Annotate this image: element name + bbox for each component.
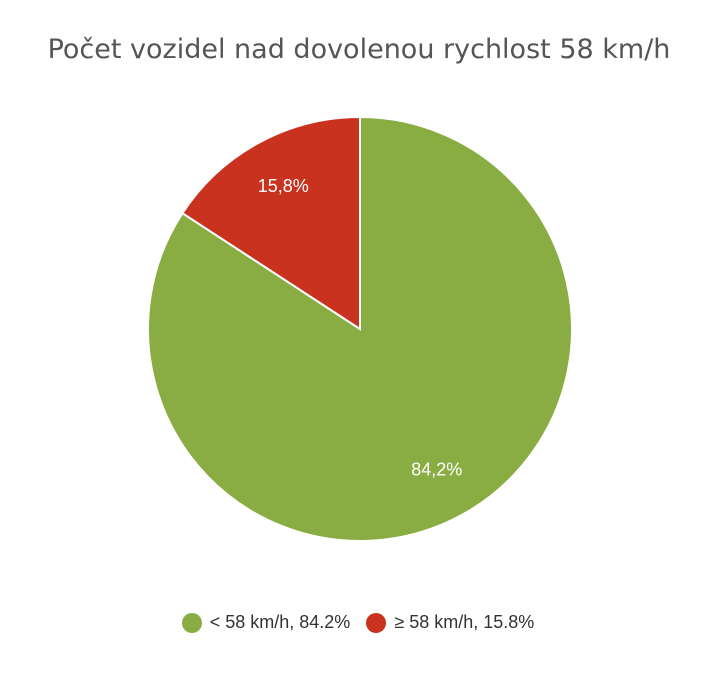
pie-slice: [181, 115, 361, 331]
slice-label: 84,2%: [411, 459, 462, 479]
legend-label: ≥ 58 km/h, 15.8%: [394, 612, 535, 632]
chart: Počet vozidel nad dovolenou rychlost 58 …: [48, 34, 671, 542]
chart-title: Počet vozidel nad dovolenou rychlost 58 …: [48, 34, 671, 65]
slice-label: 15,8%: [258, 176, 309, 196]
legend-label: < 58 km/h, 84.2%: [209, 612, 351, 632]
legend-item[interactable]: ≥ 58 km/h, 15.8%: [366, 612, 534, 633]
legend-item[interactable]: < 58 km/h, 84.2%: [181, 612, 351, 633]
legend: < 58 km/h, 84.2% ≥ 58 km/h, 15.8%: [0, 612, 716, 633]
legend-swatch: [181, 612, 202, 633]
legend-swatch: [366, 612, 387, 633]
